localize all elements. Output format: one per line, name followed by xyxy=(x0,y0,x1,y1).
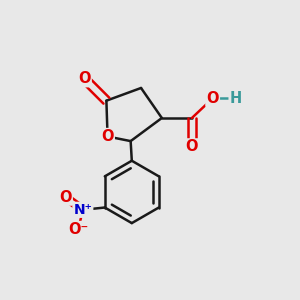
Text: O⁻: O⁻ xyxy=(68,222,88,237)
Text: O: O xyxy=(59,190,72,205)
Text: O: O xyxy=(78,71,91,86)
Text: O: O xyxy=(186,140,198,154)
Text: O: O xyxy=(206,91,219,106)
Text: O: O xyxy=(101,129,114,144)
Text: H: H xyxy=(230,91,242,106)
Text: N⁺: N⁺ xyxy=(74,203,92,217)
